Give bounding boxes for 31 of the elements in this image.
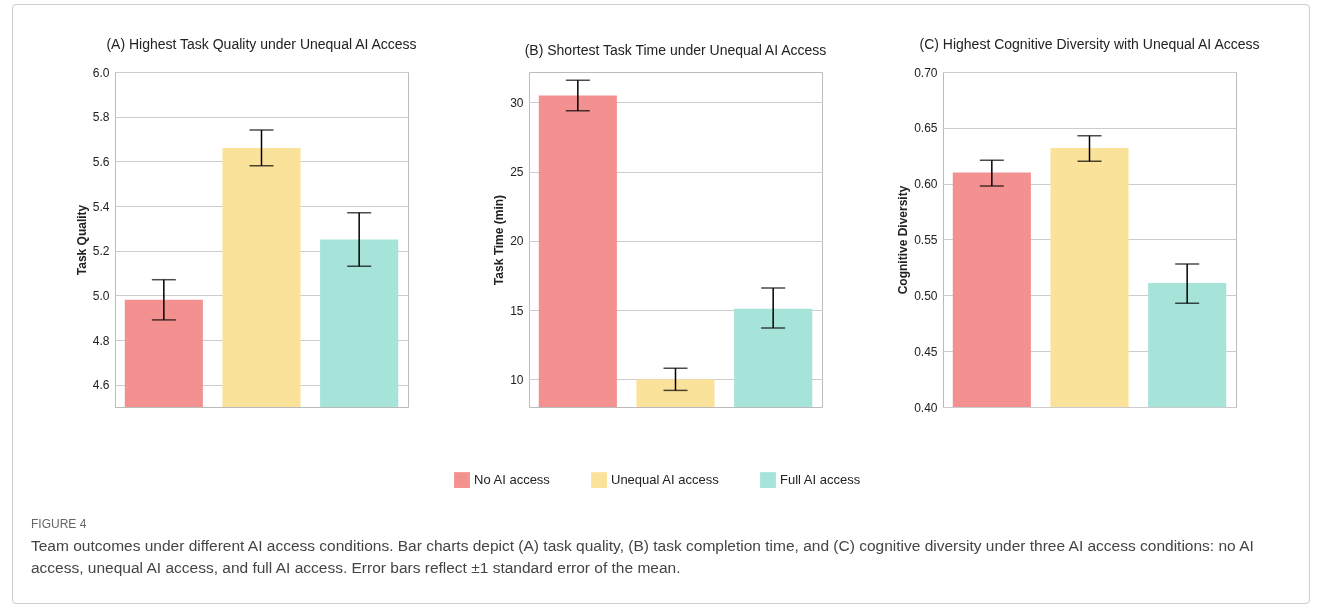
y-tick-label: 0.60 — [914, 177, 938, 192]
y-tick-label: 5.6 — [92, 154, 110, 169]
y-axis-title: Task Time (min) — [492, 194, 507, 286]
y-tick-label: 0.55 — [914, 233, 938, 247]
y-tick-label: 15 — [510, 303, 524, 318]
y-tick-label: 0.50 — [914, 288, 938, 303]
y-tick-label: 0.40 — [914, 400, 938, 415]
legend-label: No AI access — [474, 472, 551, 488]
y-tick-label: 5.8 — [92, 110, 110, 125]
y-tick-label: 25 — [510, 165, 524, 180]
y-tick-label: 10 — [510, 372, 524, 387]
text: Team outcomes under different AI access conditions. Bar charts depict (A) task quality, (B) task completion time, and (C) cognitive diversity under three AI access conditions: no AI access, unequal AI access, and full AI access. Error bars reflect ±1 standard error of the mean. — [31, 536, 1255, 579]
y-tick-label: 20 — [510, 234, 524, 249]
y-tick-label: 5.2 — [92, 244, 110, 259]
y-axis-title: Task Quality — [74, 204, 89, 276]
caption: FIGURE 4 — [31, 517, 88, 531]
y-tick-label: 5.4 — [92, 199, 110, 214]
chart-title: (A) Highest Task Quality under Unequal AI Access — [106, 36, 417, 52]
y-tick-label: 4.6 — [92, 378, 110, 393]
legend-label: Unequal AI access — [611, 472, 720, 488]
y-tick-label: 0.65 — [914, 121, 938, 136]
y-axis-title: Cognitive Diversity — [896, 185, 911, 295]
y-tick-label: 6.0 — [92, 65, 110, 80]
y-tick-label: 0.45 — [914, 344, 938, 359]
chart-title: (C) Highest Cognitive Diversity with Unequal AI Access — [919, 36, 1260, 52]
y-tick-label: 30 — [510, 95, 524, 110]
y-tick-label: 5.0 — [92, 288, 110, 303]
y-tick-label: 0.70 — [914, 65, 938, 80]
legend-label: Full AI access — [780, 472, 861, 488]
chart-title: (B) Shortest Task Time under Unequal AI Access — [524, 42, 827, 58]
y-tick-label: 4.8 — [92, 333, 110, 348]
